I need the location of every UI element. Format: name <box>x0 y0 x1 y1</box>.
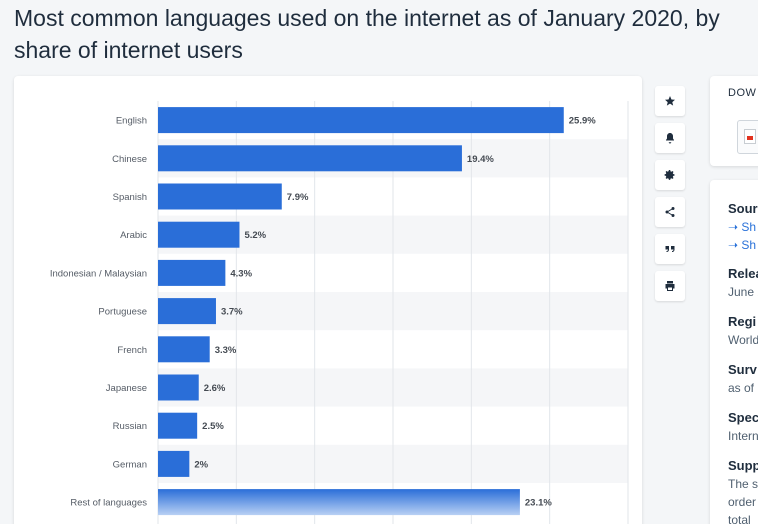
release-section: Relea June 2 <box>728 265 758 301</box>
supplementary-heading: Supp <box>728 458 758 473</box>
data-label: 25.9% <box>569 116 596 127</box>
page-title: Most common languages used on the intern… <box>14 5 720 63</box>
special-heading: Spec <box>728 410 758 425</box>
special-section: Spec Intern <box>728 409 758 445</box>
share-icon <box>665 207 675 217</box>
category-label: Spanish <box>113 192 147 203</box>
gear-icon <box>664 170 675 180</box>
bar <box>158 450 190 477</box>
data-label: 23.1% <box>525 498 552 509</box>
release-heading: Relea <box>728 266 758 281</box>
download-card: DOW <box>710 76 758 166</box>
download-heading: DOW <box>728 87 757 99</box>
category-label: French <box>117 345 147 356</box>
source-link[interactable]: ➝ Sh <box>728 238 757 252</box>
supplementary-line: order <box>728 495 757 509</box>
supplementary-line: The s <box>728 477 758 491</box>
data-label: 5.2% <box>244 230 266 241</box>
bar <box>158 221 240 248</box>
bar <box>158 145 462 172</box>
data-label: 2% <box>194 459 208 470</box>
category-label: Russian <box>113 421 147 432</box>
bar <box>158 336 210 363</box>
category-label: Arabic <box>120 230 147 241</box>
data-label: 3.3% <box>215 345 237 356</box>
data-label: 7.9% <box>287 192 309 203</box>
chart-toolbar <box>655 86 689 308</box>
survey-heading: Surv <box>728 362 757 377</box>
bar <box>158 298 216 325</box>
bar <box>158 374 199 401</box>
category-label: Chinese <box>112 154 147 165</box>
region-value: World <box>728 333 758 347</box>
share-button[interactable] <box>655 197 685 227</box>
bar <box>158 489 520 516</box>
category-label: English <box>116 116 147 127</box>
quote-icon <box>665 246 675 252</box>
data-label: 2.5% <box>202 421 224 432</box>
chart-info-panel: Sour ➝ Sh ➝ Sh Relea June 2 Regi World S… <box>710 180 758 524</box>
download-pdf-button[interactable] <box>737 120 758 154</box>
bar <box>158 183 282 210</box>
category-label: Japanese <box>106 383 147 394</box>
source-section: Sour ➝ Sh ➝ Sh <box>728 200 758 254</box>
category-label: German <box>113 459 147 470</box>
category-label: Rest of languages <box>70 498 147 509</box>
supplementary-line: total <box>728 513 751 524</box>
survey-value: as of , <box>728 381 758 395</box>
special-value: Intern <box>728 429 758 443</box>
release-value: June 2 <box>728 285 758 299</box>
data-label: 2.6% <box>204 383 226 394</box>
category-label: Indonesian / Malaysian <box>50 268 147 279</box>
settings-button[interactable] <box>655 160 685 190</box>
star-icon <box>665 96 675 106</box>
bell-icon <box>666 133 674 144</box>
source-heading: Sour <box>728 201 758 216</box>
data-label: 19.4% <box>467 154 494 165</box>
cite-button[interactable] <box>655 234 685 264</box>
supplementary-section: Supp The s order total <box>728 457 758 524</box>
print-icon <box>665 281 675 291</box>
bar <box>158 107 564 134</box>
source-link[interactable]: ➝ Sh <box>728 220 757 234</box>
print-button[interactable] <box>655 271 685 301</box>
region-section: Regi World <box>728 313 758 349</box>
bar-chart: English 25.9% Chinese 19.4% Spanish 7.9% Arabi… <box>50 101 629 524</box>
region-heading: Regi <box>728 314 757 329</box>
survey-section: Surv as of , <box>728 361 758 397</box>
bar <box>158 412 198 439</box>
category-label: Portuguese <box>98 307 147 318</box>
data-label: 3.7% <box>221 307 243 318</box>
data-label: 4.3% <box>230 268 252 279</box>
bar <box>158 259 226 286</box>
chart-card: English 25.9% Chinese 19.4% Spanish 7.9% Arabi… <box>14 76 642 524</box>
notification-button[interactable] <box>655 123 685 153</box>
favorite-button[interactable] <box>655 86 685 116</box>
pdf-icon <box>744 129 756 144</box>
